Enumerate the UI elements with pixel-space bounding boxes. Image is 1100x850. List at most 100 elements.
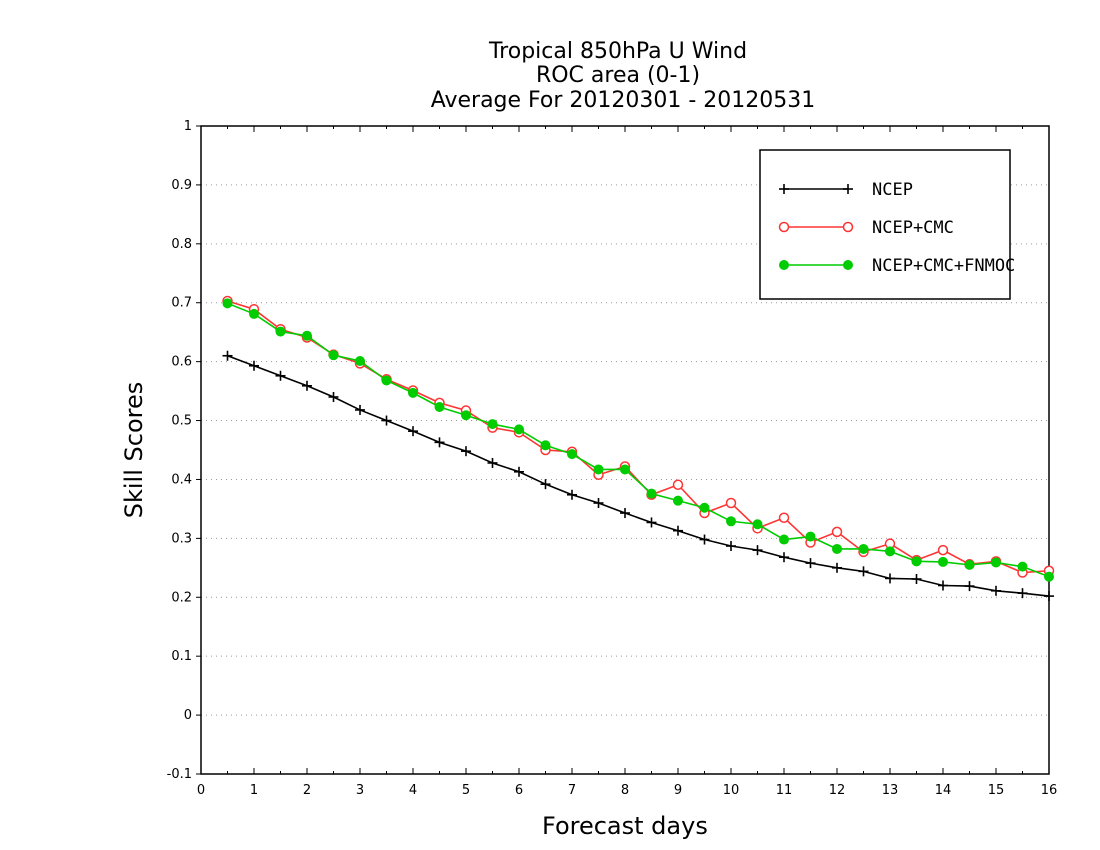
y-tick-label: 0.2 (171, 590, 192, 605)
data-point (434, 401, 445, 412)
data-point (593, 464, 604, 475)
series-line (227, 354, 1050, 597)
y-tick-label: 0.3 (171, 531, 192, 546)
data-point (514, 424, 524, 435)
data-point (964, 581, 975, 592)
y-tick-label: 0.4 (171, 472, 192, 487)
x-tick-label: 12 (829, 783, 846, 798)
data-point (434, 437, 445, 448)
series-ncep-cmc-fnmoc (222, 298, 1054, 582)
x-tick-label: 8 (621, 783, 629, 798)
chart-title: Tropical 850hPa U Wind ROC area (0-1) Av… (431, 39, 816, 113)
y-tick-label: 0.8 (171, 237, 192, 252)
legend-marker-start (778, 221, 790, 233)
x-tick-label: 3 (356, 783, 364, 798)
data-point (487, 457, 498, 468)
data-point (646, 517, 657, 528)
data-point (302, 330, 312, 341)
x-tick-label: 0 (197, 783, 205, 798)
legend-entry: NCEP+CMC (778, 218, 954, 238)
data-point (672, 479, 684, 491)
data-point (858, 566, 869, 577)
x-tick-label: 5 (462, 783, 470, 798)
data-point (328, 350, 339, 361)
x-tick-label: 15 (988, 783, 1005, 798)
data-point (938, 556, 948, 567)
x-tick-label: 2 (303, 783, 311, 798)
data-point (911, 556, 922, 567)
y-tick-label: 0.7 (171, 296, 192, 311)
data-point (646, 488, 657, 499)
data-point (778, 512, 790, 523)
data-point (408, 426, 418, 437)
data-point (725, 497, 737, 509)
data-point (938, 580, 948, 591)
data-point (302, 380, 312, 391)
data-point (805, 531, 816, 542)
legend-marker-start (779, 260, 789, 270)
legend-entry: NCEP (779, 180, 913, 200)
data-point (937, 544, 949, 556)
plot-frame (200, 125, 1050, 775)
data-point (752, 519, 763, 530)
data-point (567, 489, 577, 500)
data-point (726, 516, 736, 527)
data-point (540, 479, 551, 490)
data-point (620, 464, 630, 475)
data-point (726, 541, 736, 552)
data-point (991, 585, 1001, 596)
data-point (514, 466, 524, 477)
x-tick-label: 10 (723, 783, 740, 798)
y-tick-label: 0.1 (171, 649, 192, 664)
data-point (885, 546, 895, 557)
legend-label: NCEP (872, 180, 913, 200)
x-tick-label: 6 (515, 783, 523, 798)
legend-entry: NCEP+CMC+FNMOC (779, 256, 1015, 276)
legend-marker-end (843, 260, 853, 270)
title-line-1: Tropical 850hPa U Wind (488, 39, 747, 64)
x-tick-label: 7 (568, 783, 576, 798)
data-point (805, 558, 816, 569)
y-tick-label: 0.6 (171, 355, 192, 370)
x-axis-label: Forecast days (542, 812, 708, 840)
data-point (487, 419, 498, 430)
data-point (620, 508, 630, 519)
title-line-2: ROC area (0-1) (536, 63, 700, 88)
data-point (461, 446, 471, 457)
data-point (461, 410, 471, 421)
data-point (699, 534, 710, 545)
data-point (355, 356, 365, 367)
series-ncep (222, 350, 1054, 602)
data-point (832, 543, 842, 554)
data-point (408, 387, 418, 398)
data-point (540, 440, 551, 451)
data-point (381, 375, 392, 386)
y-tick-label: -0.1 (167, 767, 192, 782)
x-tick-label: 16 (1041, 783, 1058, 798)
data-point (222, 350, 233, 361)
legend-marker-start (779, 184, 789, 194)
data-point (673, 495, 683, 506)
x-tick-label: 14 (935, 783, 952, 798)
y-tick-label: 0.9 (171, 178, 192, 193)
data-point (328, 391, 339, 402)
series-ncep-cmc (222, 295, 1055, 578)
legend-box (759, 149, 1011, 300)
legend-label: NCEP+CMC (872, 218, 954, 238)
data-point (991, 557, 1001, 568)
data-series (222, 295, 1055, 602)
data-point (699, 502, 710, 513)
data-point (831, 526, 843, 538)
data-point (752, 545, 763, 556)
x-tick-label: 13 (882, 783, 899, 798)
data-point (885, 573, 895, 584)
legend: NCEP NCEP+CMC NCEP+CMC+FNMOC (759, 149, 1015, 300)
series-line (227, 300, 1050, 574)
x-tick-label: 11 (776, 783, 793, 798)
y-axis-ticks: -0.1 0 0.1 0.2 0.3 0.4 0.5 0.6 0.7 0.8 0.9 1 (167, 119, 201, 782)
title-line-3: Average For 20120301 - 20120531 (431, 88, 816, 113)
data-point (275, 326, 286, 337)
data-point (779, 534, 789, 545)
legend-label: NCEP+CMC+FNMOC (872, 256, 1015, 276)
